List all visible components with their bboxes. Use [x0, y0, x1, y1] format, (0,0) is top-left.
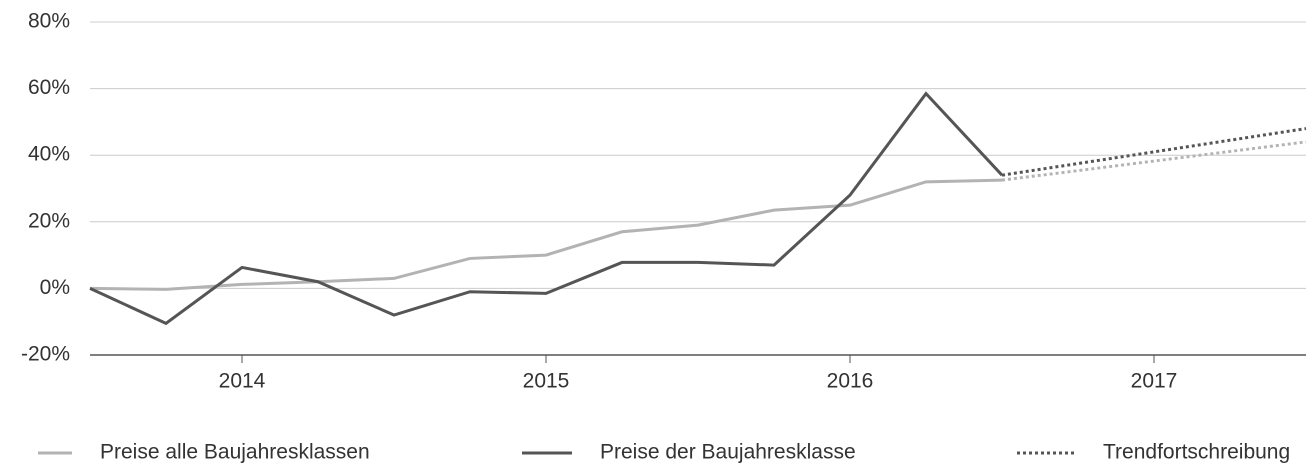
- x-tick-label: 2016: [827, 370, 874, 393]
- trend-line: [1001, 140, 1307, 182]
- y-tick-label: 40%: [28, 143, 70, 166]
- x-tick-label: 2017: [1131, 370, 1178, 393]
- y-tick-label: -20%: [21, 343, 70, 366]
- y-tick-label: 0%: [40, 276, 70, 299]
- legend-label: Trendfortschreibung: [1103, 441, 1290, 464]
- legend-label: Preise alle Baujahresklassen: [100, 441, 370, 464]
- legend-label: Preise der Baujahresklasse: [600, 441, 856, 464]
- y-tick-label: 80%: [28, 10, 70, 33]
- series-line: [89, 178, 1003, 291]
- y-tick-label: 60%: [28, 76, 70, 99]
- x-tick-label: 2015: [523, 370, 570, 393]
- trend-line: [1001, 127, 1307, 177]
- series-line: [89, 91, 1004, 326]
- x-tick-label: 2014: [219, 370, 266, 393]
- y-tick-label: 20%: [28, 209, 70, 232]
